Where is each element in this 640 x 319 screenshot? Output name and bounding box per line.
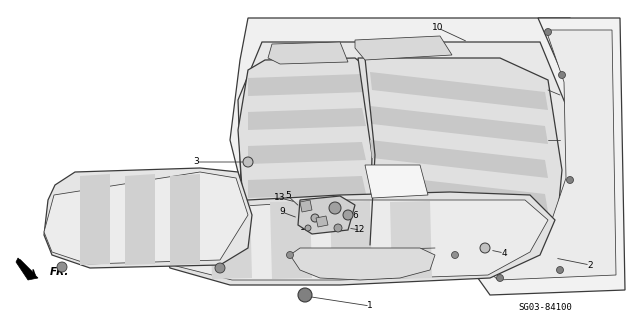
Polygon shape (298, 196, 355, 234)
Circle shape (243, 157, 253, 167)
Circle shape (343, 210, 353, 220)
Text: FR.: FR. (50, 267, 69, 277)
Polygon shape (170, 174, 200, 265)
Polygon shape (248, 74, 366, 96)
Polygon shape (390, 201, 432, 279)
Polygon shape (465, 18, 625, 295)
Polygon shape (370, 140, 548, 178)
Polygon shape (268, 42, 348, 64)
Polygon shape (80, 174, 110, 265)
Circle shape (566, 176, 573, 183)
Polygon shape (44, 172, 248, 264)
Text: 9: 9 (279, 207, 285, 217)
Text: 5: 5 (285, 191, 291, 201)
Polygon shape (248, 176, 366, 198)
Circle shape (215, 263, 225, 273)
Polygon shape (474, 30, 616, 280)
Text: 11: 11 (300, 224, 312, 233)
Polygon shape (210, 201, 252, 279)
Text: 7: 7 (387, 271, 393, 279)
Polygon shape (290, 248, 435, 280)
Polygon shape (44, 168, 252, 268)
Polygon shape (238, 42, 572, 258)
Text: 10: 10 (432, 24, 444, 33)
Polygon shape (230, 18, 598, 262)
Circle shape (329, 202, 341, 214)
Polygon shape (270, 201, 312, 279)
Text: 6: 6 (352, 211, 358, 219)
Polygon shape (365, 165, 428, 198)
Circle shape (451, 251, 458, 258)
Circle shape (559, 71, 566, 78)
Polygon shape (300, 200, 312, 212)
Circle shape (298, 288, 312, 302)
Text: 8: 8 (387, 250, 393, 259)
Text: 1: 1 (367, 301, 373, 310)
Text: SG03-84100: SG03-84100 (518, 303, 572, 313)
Circle shape (545, 28, 552, 35)
Polygon shape (316, 216, 328, 227)
Circle shape (311, 214, 319, 222)
Circle shape (305, 225, 311, 231)
Text: 13: 13 (275, 194, 285, 203)
Polygon shape (330, 201, 372, 279)
Polygon shape (370, 174, 548, 212)
Polygon shape (248, 210, 366, 232)
Polygon shape (370, 72, 548, 110)
Polygon shape (158, 192, 555, 285)
Circle shape (557, 266, 563, 273)
Polygon shape (370, 208, 548, 246)
Text: 4: 4 (501, 249, 507, 257)
Polygon shape (355, 36, 452, 60)
Text: 3: 3 (193, 158, 199, 167)
Polygon shape (358, 58, 562, 255)
Polygon shape (370, 106, 548, 144)
Circle shape (334, 224, 342, 232)
Polygon shape (248, 108, 366, 130)
Polygon shape (162, 200, 548, 280)
Polygon shape (238, 58, 375, 252)
Circle shape (480, 243, 490, 253)
Polygon shape (16, 258, 38, 280)
Polygon shape (248, 142, 366, 164)
Circle shape (497, 275, 504, 281)
Text: 12: 12 (355, 226, 365, 234)
Circle shape (57, 262, 67, 272)
Text: 2: 2 (587, 261, 593, 270)
Circle shape (287, 251, 294, 258)
Polygon shape (125, 174, 155, 265)
